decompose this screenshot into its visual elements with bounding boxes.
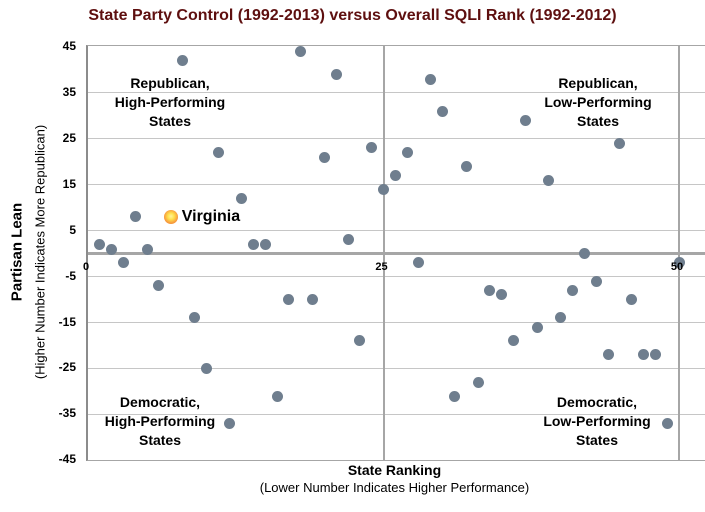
data-point-rank-33 [472,376,484,388]
y-tick-label-35: 35 [62,84,76,99]
divider-line-x-50 [678,46,680,460]
data-point-rank-1 [94,238,106,250]
data-point-rank-23 [354,335,366,347]
gridline-y-15 [88,184,705,186]
data-point-rank-36 [508,335,520,347]
data-point-rank-35 [496,289,508,301]
data-point-rank-13 [236,192,248,204]
gridline-y-25 [88,138,705,140]
gridline-y--5 [88,276,705,278]
y-tick-label--5: -5 [65,268,76,283]
data-point-rank-17 [283,294,295,306]
data-point-rank-45 [614,137,626,149]
data-point-rank-42 [578,248,590,260]
data-point-rank-39 [543,174,555,186]
gridline-y--15 [88,322,705,323]
data-point-rank-41 [567,284,579,296]
data-point-rank-15 [259,238,271,250]
divider-line-x-25 [382,46,385,460]
data-point-rank-11 [212,147,224,159]
x-axis-title: State Ranking [347,462,442,478]
data-point-rank-29 [425,73,437,85]
y-axis-subtitle: (Higher Number Indicates More Republican… [32,124,48,380]
data-point-rank-3 [117,257,129,269]
quadrant-label-republican-high-performing: Republican, High-Performing States [114,75,226,129]
data-point-rank-46 [626,294,638,306]
data-point-rank-40 [555,312,567,324]
x-tick-label-0: 0 [82,261,90,273]
quadrant-label-democratic-low-performing: Democratic, Low-Performing States [543,394,651,448]
data-point-rank-9 [188,312,200,324]
data-point-rank-16 [271,390,283,402]
x-tick-label-25: 25 [375,261,388,273]
chart-title: State Party Control (1992-2013) versus O… [88,7,617,24]
y-tick-label-5: 5 [69,222,76,237]
data-point-rank-19 [307,294,319,306]
data-point-rank-34 [484,284,496,296]
y-axis-title: Partisan Lean [8,202,26,302]
data-point-rank-24 [366,142,378,154]
data-point-rank-14 [247,238,259,250]
data-point-rank-44 [602,349,614,361]
data-point-rank-18 [295,45,307,57]
y-tick-label--35: -35 [58,406,76,421]
y-tick-label--45: -45 [58,452,76,467]
gridline-y-35 [88,92,705,94]
data-point-rank-21 [330,68,342,80]
gridline-y--35 [88,413,705,415]
data-point-rank-38 [531,321,543,333]
data-point-rank-20 [318,151,330,163]
data-point-rank-4 [129,211,141,223]
data-point-rank-47 [638,349,650,361]
data-point-rank-26 [389,170,401,181]
quadrant-label-democratic-high-performing: Democratic, High-Performing States [104,394,216,448]
data-point-rank-25 [378,183,389,195]
y-tick-label-15: 15 [62,176,76,191]
gridline-y--25 [88,367,705,369]
data-point-rank-27 [401,147,413,159]
data-point-rank-10 [200,362,212,374]
y-tick-label--15: -15 [58,314,76,329]
y-tick-label-25: 25 [62,130,76,145]
data-point-rank-28 [413,257,425,269]
x-axis-subtitle: (Lower Number Indicates Higher Performan… [259,480,530,495]
quadrant-label-republican-low-performing: Republican, Low-Performing States [544,75,652,129]
y-tick-label-45: 45 [62,38,76,53]
data-point-rank-2 [106,243,118,255]
virginia-label: Virginia [181,207,241,225]
data-point-rank-49 [661,418,673,430]
data-point-rank-12 [224,418,236,430]
data-point-rank-32 [460,160,472,172]
y-tick-label--25: -25 [58,360,76,375]
data-point-rank-30 [437,105,449,117]
data-point-rank-48 [649,349,661,361]
virginia-highlight-marker [163,209,178,224]
zero-axis-line [88,252,705,256]
data-point-rank-50 [673,257,685,269]
data-point-rank-5 [141,243,153,255]
data-point-rank-6 [153,280,165,292]
x-tick-label-50: 50 [670,261,684,273]
plot-area: Virginia [86,45,705,461]
data-point-rank-31 [448,390,460,402]
data-point-rank-22 [342,234,354,246]
gridline-y-5 [88,230,705,232]
data-point-rank-37 [519,114,531,126]
data-point-rank-43 [590,275,602,287]
data-point-rank-8 [177,55,189,67]
